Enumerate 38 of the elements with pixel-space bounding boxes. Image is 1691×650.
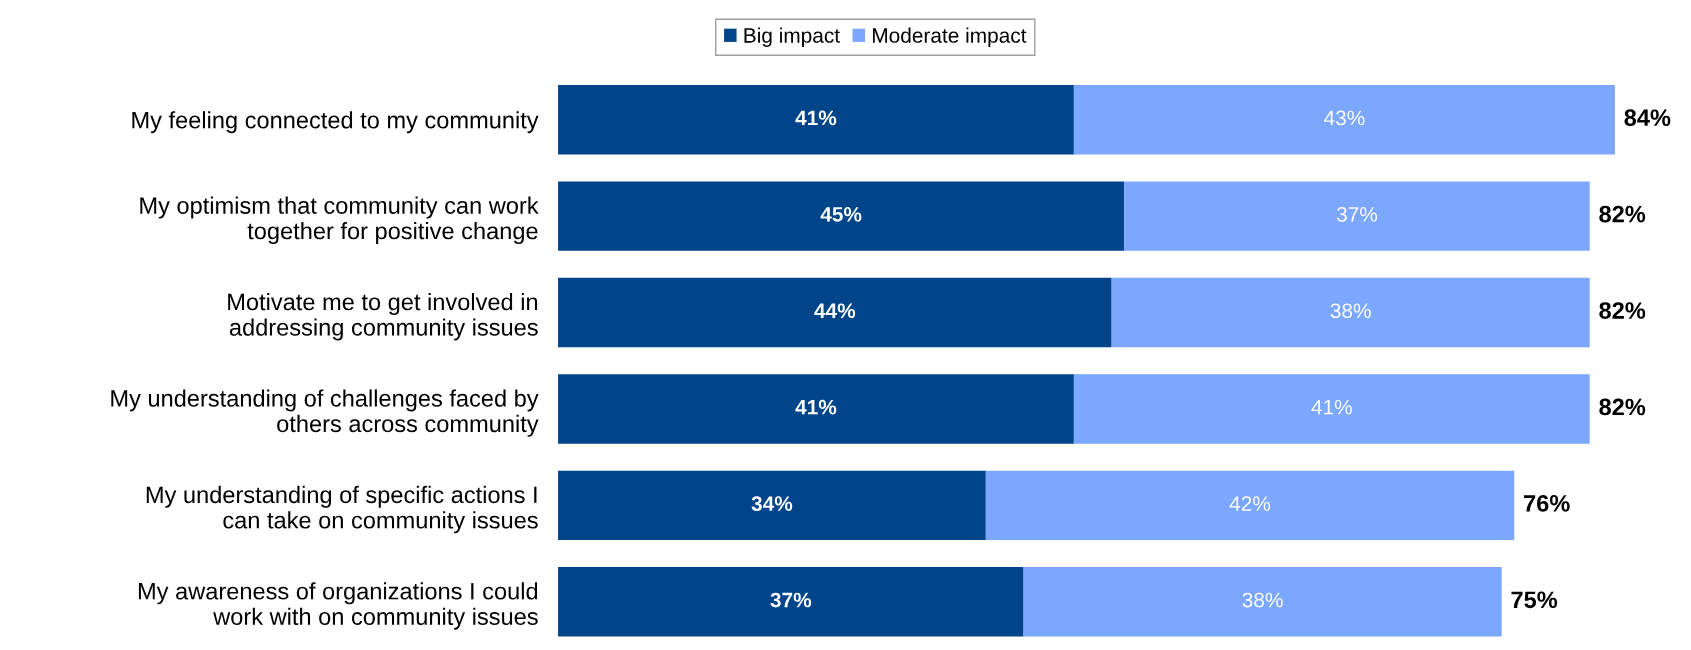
data-label: 41% — [795, 110, 837, 126]
total-label: 76% — [1524, 494, 1570, 512]
bar — [558, 277, 1112, 348]
bar — [1111, 277, 1590, 348]
data-label: 41% — [1311, 399, 1352, 415]
data-label: 41% — [795, 399, 837, 415]
total-label: 75% — [1511, 591, 1558, 609]
data-label: 37% — [1336, 206, 1378, 222]
total-label: 82% — [1599, 302, 1646, 319]
data-label: 38% — [1242, 592, 1283, 608]
legend-label: Big impact — [744, 27, 840, 47]
data-label: 43% — [1324, 110, 1365, 126]
y-tick-label: My feeling connected to my community — [132, 111, 539, 134]
data-label: 37% — [770, 592, 812, 608]
data-label: 45% — [820, 207, 862, 222]
total-label: 84% — [1624, 109, 1671, 127]
bar — [985, 470, 1515, 541]
data-label: 42% — [1229, 496, 1271, 511]
bar — [558, 374, 1074, 444]
bar — [558, 85, 1074, 155]
y-tick-label: My awareness of organizations I could work with on community issues — [138, 582, 538, 630]
total-label: 82% — [1599, 398, 1646, 416]
total-label: 82% — [1599, 205, 1646, 223]
data-label: 34% — [751, 496, 793, 511]
legend-label: Moderate impact — [873, 27, 1027, 47]
bar — [1073, 85, 1615, 155]
data-label: 38% — [1330, 303, 1371, 319]
bar — [1124, 181, 1590, 251]
bar — [558, 181, 1125, 251]
data-label: 44% — [814, 303, 856, 319]
bar — [1073, 374, 1590, 444]
bar — [558, 470, 986, 541]
y-tick-label: My optimism that community can work together for positive change — [140, 196, 539, 245]
y-tick-label: Motivate me to get involved in addressing community issues — [228, 292, 538, 341]
y-tick-label: My understanding of challenges faced by others across community — [111, 389, 539, 437]
bar — [1023, 567, 1502, 637]
bar — [558, 567, 1024, 637]
y-tick-label: My understanding of specific actions I can take on community issues — [146, 485, 538, 534]
